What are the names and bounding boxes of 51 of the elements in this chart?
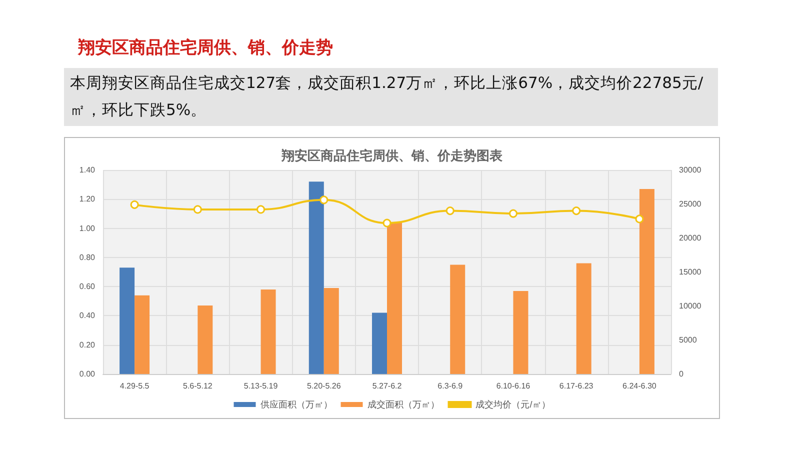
point xyxy=(572,206,581,216)
legend-label: 供应面积（万㎡） xyxy=(260,400,333,410)
point xyxy=(256,205,266,214)
y2-tick-label: 30000 xyxy=(679,166,702,174)
bar xyxy=(120,268,135,374)
point xyxy=(508,209,518,218)
bar xyxy=(260,289,276,374)
point xyxy=(635,214,644,224)
point xyxy=(193,205,202,214)
x-tick-label: 6.3-6.9 xyxy=(438,382,464,390)
point xyxy=(320,196,328,204)
legend-label: 成交均价（元/㎡） xyxy=(476,400,550,410)
y-tick-label: 0.80 xyxy=(79,252,96,262)
y2-tick-label: 25000 xyxy=(679,200,702,208)
x-tick-label: 5.6-5.12 xyxy=(182,382,213,390)
y-tick-label: 0.20 xyxy=(79,340,96,350)
y-tick-label: 1.20 xyxy=(79,194,96,204)
x-tick-label: 4.29-5.5 xyxy=(120,382,150,390)
y2-tick-label: 15000 xyxy=(679,268,702,276)
x-tick-label: 6.24-6.30 xyxy=(622,382,657,390)
y-tick-label: 1.40 xyxy=(79,166,96,174)
y-tick-label: 0.60 xyxy=(79,282,96,292)
legend-label: 成交面积（万㎡） xyxy=(368,400,440,410)
point xyxy=(382,218,392,228)
point xyxy=(446,206,454,216)
x-tick-label: 5.20-5.26 xyxy=(306,382,342,390)
text: 本周翔安区商品住宅成交127套，成交面积1.27万㎡，环比上涨67%，成交均价22785元/㎡，环比下跌5%。 xyxy=(64,68,718,126)
y2-tick-label: 0 xyxy=(679,370,684,378)
bar xyxy=(324,288,339,374)
x-tick-label: 5.27-6.2 xyxy=(372,382,402,390)
bar xyxy=(308,182,324,374)
bar xyxy=(387,222,402,374)
x-tick-label: 6.10-6.16 xyxy=(496,382,531,390)
bar xyxy=(576,263,592,374)
point xyxy=(130,200,139,209)
y2-tick-label: 5000 xyxy=(679,336,698,344)
y2-tick-label: 10000 xyxy=(679,302,702,310)
chart-title: 翔安区商品住宅周供、销、价走势图表 xyxy=(280,148,504,163)
x-tick-label: 6.17-6.23 xyxy=(559,382,594,390)
bar xyxy=(198,306,213,374)
y-tick-label: 0.40 xyxy=(79,311,96,320)
y-tick-label: 1.00 xyxy=(79,224,96,233)
bar xyxy=(372,312,387,374)
y-tick-label: 0.00 xyxy=(79,370,96,378)
y2-tick-label: 20000 xyxy=(679,234,702,242)
bar xyxy=(450,264,466,374)
bar xyxy=(134,295,150,374)
text: 翔安区商品住宅周供、销、价走势 xyxy=(78,37,333,59)
bar xyxy=(639,188,654,374)
x-tick-label: 5.13-5.19 xyxy=(244,382,278,390)
bar xyxy=(513,290,528,374)
